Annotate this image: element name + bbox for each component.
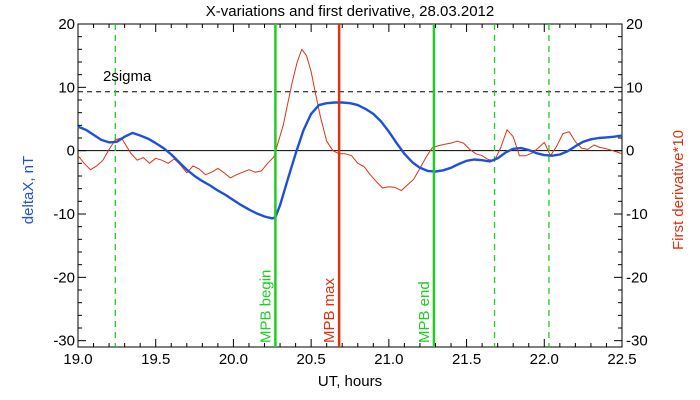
threshold-label: 2sigma bbox=[103, 68, 152, 85]
dashed-marker-lines bbox=[114, 24, 550, 347]
y-tick-label-right: -20 bbox=[626, 269, 648, 286]
x-tick-label: 22.5 bbox=[607, 351, 636, 368]
marker-label: MPB end bbox=[416, 281, 433, 343]
plot-border bbox=[77, 23, 623, 348]
reference-lines bbox=[78, 91, 622, 152]
y-tick-label-left: -10 bbox=[53, 206, 75, 223]
x-tick-label: 21.5 bbox=[452, 351, 481, 368]
x-tick-label: 22.0 bbox=[530, 351, 559, 368]
y-tick-label-right: 20 bbox=[626, 16, 643, 33]
x-tick-label: 21.0 bbox=[374, 351, 403, 368]
x-tick-label: 19.0 bbox=[63, 351, 92, 368]
y-tick-label-left: 20 bbox=[58, 16, 75, 33]
axis-ticks: 19.0 19.5 20.0 20.5 21.0 21.5 22.0 22.5 20 10 0 -10… bbox=[53, 16, 647, 368]
y-axis-title-left: deltaX, nT bbox=[20, 156, 37, 224]
y-tick-label-left: 0 bbox=[67, 143, 75, 160]
y-tick-label-left: -30 bbox=[53, 333, 75, 350]
marker-label: MPB max bbox=[321, 277, 338, 343]
y-tick-label-left: -20 bbox=[53, 269, 75, 286]
y-tick-label-right: 0 bbox=[626, 143, 634, 160]
x-tick-label: 20.0 bbox=[219, 351, 248, 368]
x-axis-title: UT, hours bbox=[318, 373, 382, 390]
series-line-derivative bbox=[77, 48, 623, 192]
plot-area bbox=[77, 23, 623, 348]
chart-title: X-variations and first derivative, 28.03… bbox=[206, 3, 495, 20]
y-tick-label-right: 10 bbox=[626, 79, 643, 96]
series-lines bbox=[77, 48, 623, 220]
x-tick-label: 20.5 bbox=[297, 351, 326, 368]
y-tick-label-right: -30 bbox=[626, 333, 648, 350]
mpb-marker-lines: MPB begin MPB max MPB end bbox=[257, 24, 436, 347]
y-tick-label-right: -10 bbox=[626, 206, 648, 223]
x-tick-label: 19.5 bbox=[141, 351, 170, 368]
series-line-deltax bbox=[77, 101, 623, 220]
marker-label: MPB begin bbox=[257, 270, 274, 343]
y-tick-label-left: 10 bbox=[58, 79, 75, 96]
y-axis-title-right: First derivative*10 bbox=[670, 130, 687, 250]
